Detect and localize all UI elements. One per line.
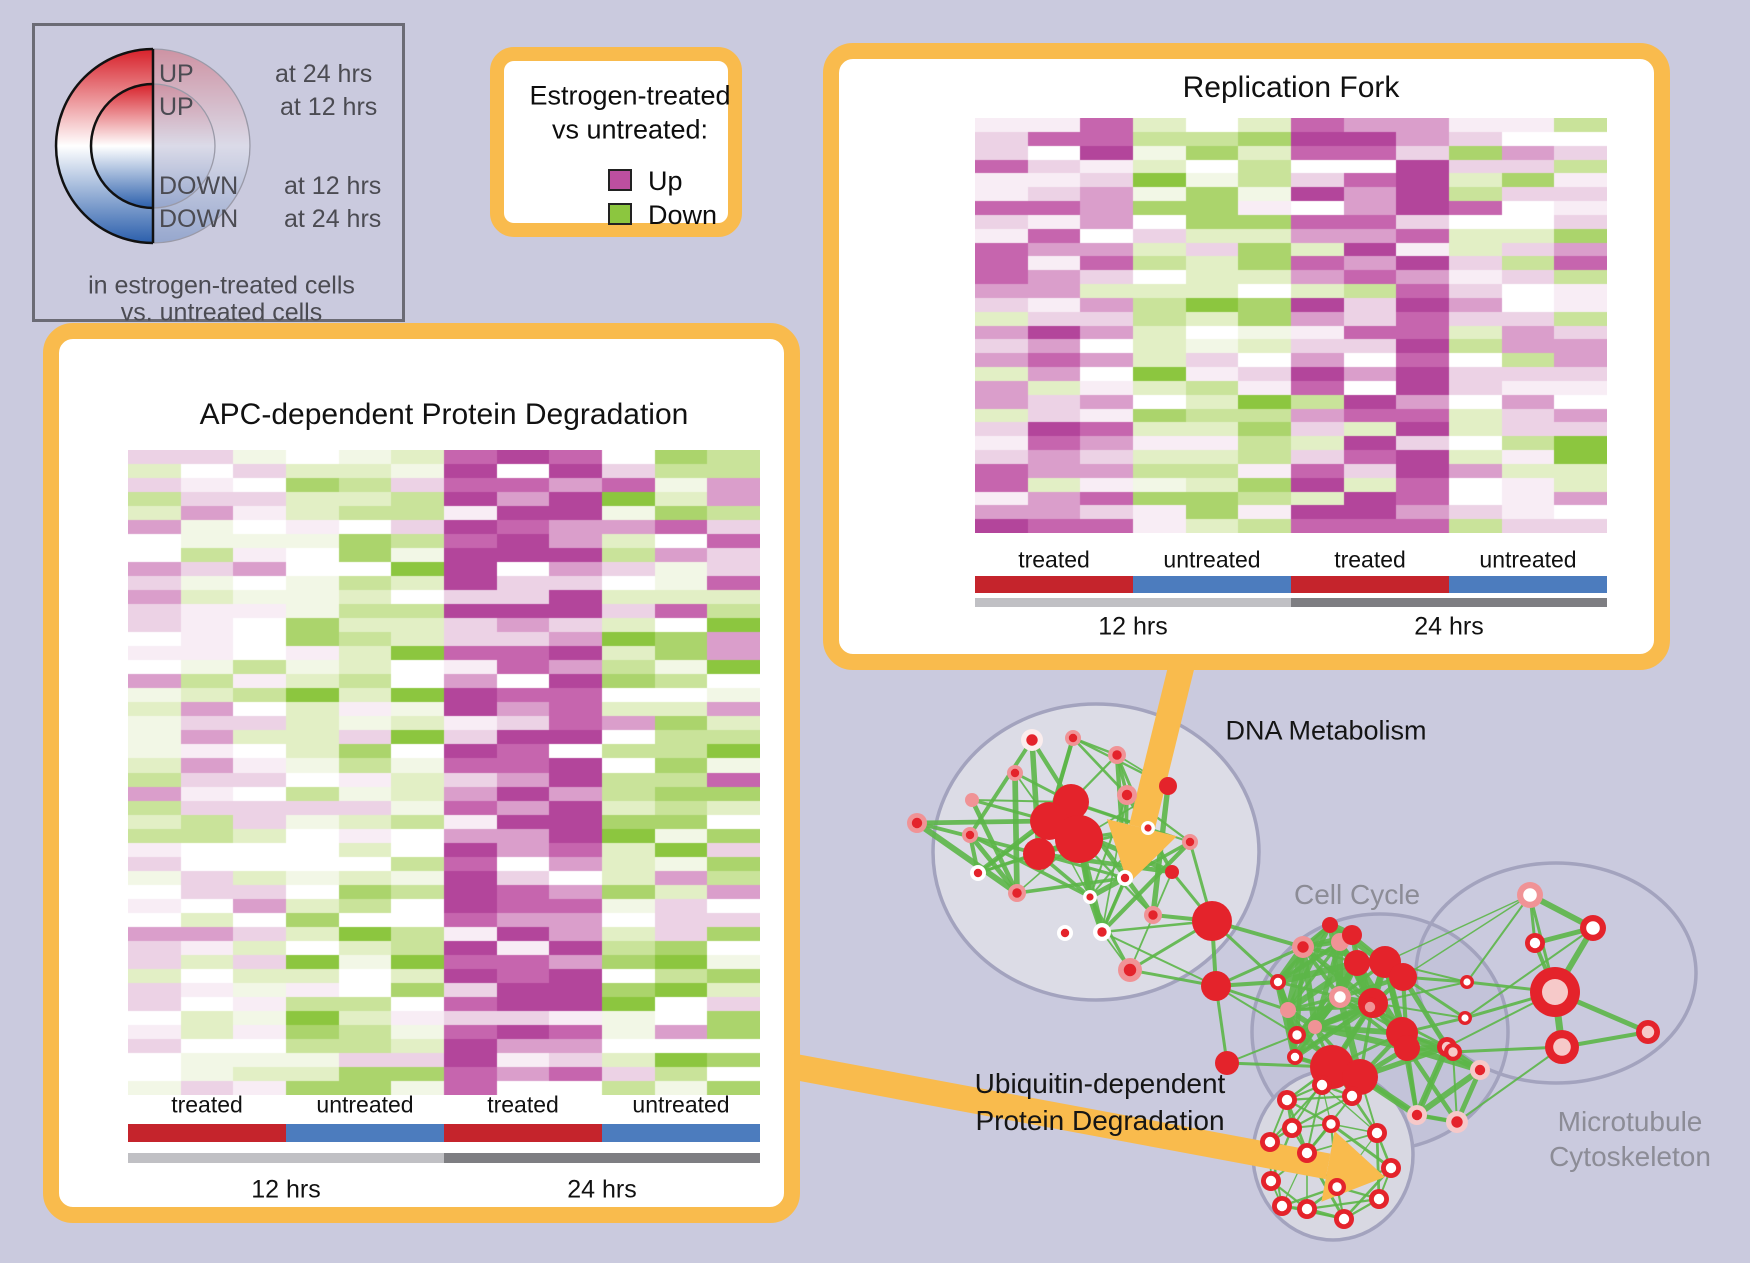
condition-bar-untreated <box>286 1124 444 1142</box>
updown-legend-title-line1: Estrogen-treated <box>529 80 731 111</box>
cluster-label: Cytoskeleton <box>1549 1141 1711 1172</box>
panel-title: APC-dependent Protein Degradation <box>199 398 689 431</box>
legend-caption-line2: vs. untreated cells <box>120 298 323 327</box>
color-scale-legend: UP at 24 hrs UP at 12 hrs DOWN at 12 hrs… <box>32 23 405 327</box>
up-swatch <box>608 169 632 191</box>
condition-bar-untreated <box>602 1124 760 1142</box>
legend-down12-dir: DOWN <box>159 172 239 200</box>
time-label: 24 hrs <box>567 1175 637 1204</box>
legend-down12-time: at 12 hrs <box>284 172 382 200</box>
down-label: Down <box>648 200 718 230</box>
condition-bar-treated <box>1291 576 1449 593</box>
condition-label: untreated <box>1479 546 1577 573</box>
cluster-label: DNA Metabolism <box>1225 715 1427 746</box>
timespan-bar-24hrs <box>444 1153 760 1163</box>
condition-bar-untreated <box>1449 576 1607 593</box>
timespan-bar-24hrs <box>1291 598 1607 607</box>
panel-title: Replication Fork <box>1182 71 1400 104</box>
condition-bar-treated <box>128 1124 286 1142</box>
time-label: 24 hrs <box>1414 612 1484 641</box>
legend-up24-time: at 24 hrs <box>275 60 373 88</box>
cluster-label: Protein Degradation <box>975 1105 1225 1136</box>
legend-down24-dir: DOWN <box>159 205 239 233</box>
condition-bar-treated <box>444 1124 602 1142</box>
cluster-label: Microtubule <box>1557 1106 1703 1137</box>
condition-bar-untreated <box>1133 576 1291 593</box>
condition-label: untreated <box>1163 546 1261 573</box>
heatmap-grid-apc <box>128 450 760 1095</box>
updown-gradient-circle-icon <box>54 47 251 245</box>
updown-color-legend: Estrogen-treated vs untreated: Up Down <box>490 47 742 237</box>
legend-up24-dir: UP <box>159 60 194 88</box>
timespan-bar-12hrs <box>975 598 1291 607</box>
condition-bar-treated <box>975 576 1133 593</box>
cluster-label: Ubiquitin-dependent <box>974 1068 1226 1099</box>
condition-label: treated <box>1334 546 1406 573</box>
legend-up12-dir: UP <box>159 93 194 121</box>
down-swatch <box>608 203 632 225</box>
condition-label: treated <box>171 1091 243 1118</box>
cluster-label: Cell Cycle <box>1293 879 1421 910</box>
legend-up12-time: at 12 hrs <box>280 93 378 121</box>
legend-caption-line1: in estrogen-treated cells <box>88 271 355 300</box>
condition-label: treated <box>1018 546 1090 573</box>
updown-legend-title-line2: vs untreated: <box>551 114 709 145</box>
condition-label: treated <box>487 1091 559 1118</box>
condition-label: untreated <box>632 1091 730 1118</box>
timespan-bar-12hrs <box>128 1153 444 1163</box>
legend-down24-time: at 24 hrs <box>284 205 382 233</box>
heatmap-grid-rep <box>975 118 1607 533</box>
time-label: 12 hrs <box>1098 612 1168 641</box>
up-label: Up <box>648 166 683 196</box>
time-label: 12 hrs <box>251 1175 321 1204</box>
condition-label: untreated <box>316 1091 414 1118</box>
